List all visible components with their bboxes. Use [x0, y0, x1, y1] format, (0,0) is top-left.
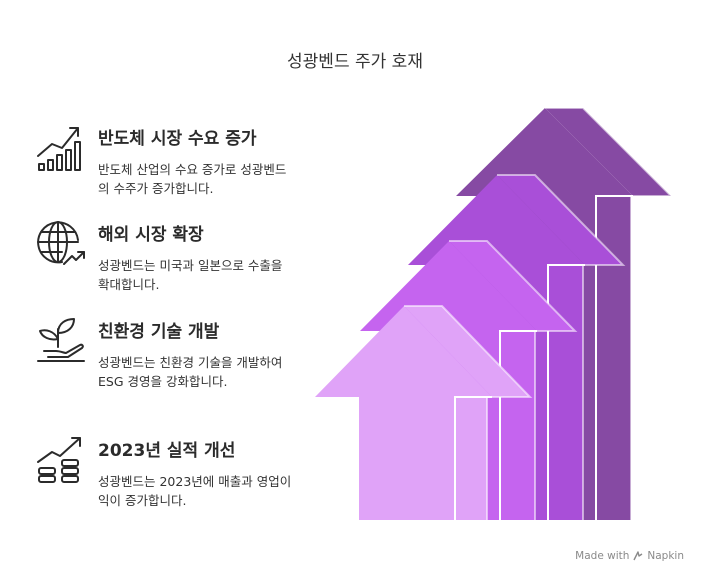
coins-growth-icon	[37, 437, 81, 483]
item-description: 반도체 산업의 수요 증가로 성광벤드의 수주가 증가합니다.	[98, 162, 287, 196]
item-heading: 반도체 시장 수요 증가	[98, 129, 257, 149]
arrow-1	[315, 305, 533, 520]
item-description: 성광벤드는 미국과 일본으로 수출을 확대합니다.	[98, 258, 283, 292]
item-description: 성광벤드는 친환경 기술을 개발하여 ESG 경영을 강화합니다.	[98, 355, 283, 389]
chart-bar-trend-icon	[37, 127, 81, 171]
item-heading: 해외 시장 확장	[98, 225, 204, 245]
plant-hand-icon	[37, 318, 85, 362]
item-heading: 2023년 실적 개선	[98, 441, 236, 461]
footer-brand: Napkin	[647, 550, 684, 562]
footer-credit: Made with Napkin	[575, 550, 684, 562]
napkin-logo-icon	[633, 551, 643, 561]
page-title: 성광벤드 주가 호재	[287, 52, 423, 72]
footer-text: Made with	[575, 550, 630, 562]
globe-arrow-icon	[37, 221, 85, 265]
item-description: 성광벤드는 2023년에 매출과 영업이익이 증가합니다.	[98, 474, 292, 508]
item-heading: 친환경 기술 개발	[98, 322, 220, 342]
